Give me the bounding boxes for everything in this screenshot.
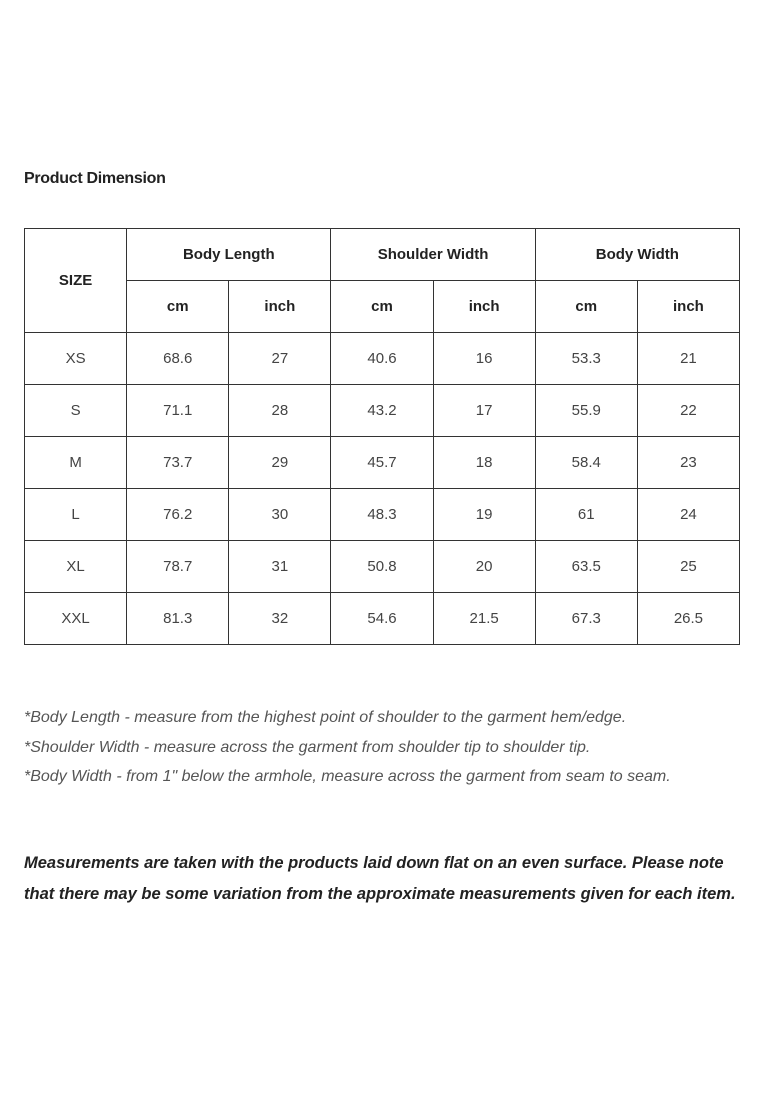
table-row: M 73.7 29 45.7 18 58.4 23 bbox=[23, 436, 741, 489]
measurement-cell: 23 bbox=[636, 436, 741, 489]
measurement-cell: 78.7 bbox=[126, 540, 230, 593]
measurement-cell: 48.3 bbox=[330, 488, 434, 541]
measurement-cell: 19 bbox=[432, 488, 536, 541]
measurement-cell: 24 bbox=[636, 488, 741, 541]
size-cell: XS bbox=[23, 332, 128, 385]
size-cell: XXL bbox=[23, 592, 128, 645]
table-header-row: SIZE Body Length Shoulder Width Body Wid… bbox=[23, 228, 741, 333]
measurement-cell: 61 bbox=[534, 488, 638, 541]
measurement-cell: 22 bbox=[636, 384, 741, 437]
unit-header: cm bbox=[534, 280, 638, 333]
measurement-cell: 28 bbox=[228, 384, 332, 437]
table-row: XS 68.6 27 40.6 16 53.3 21 bbox=[23, 332, 741, 385]
measurement-notes: *Body Length - measure from the highest … bbox=[24, 703, 744, 792]
measurement-cell: 31 bbox=[228, 540, 332, 593]
measurement-cell: 25 bbox=[636, 540, 741, 593]
note-body-length: *Body Length - measure from the highest … bbox=[24, 709, 627, 726]
measurement-cell: 67.3 bbox=[534, 592, 638, 645]
measurement-cell: 54.6 bbox=[330, 592, 434, 645]
group-header: Body Width bbox=[534, 228, 741, 281]
table-row: S 71.1 28 43.2 17 55.9 22 bbox=[23, 384, 741, 437]
group-header: Body Length bbox=[126, 228, 332, 281]
size-header: SIZE bbox=[23, 228, 128, 333]
measurement-cell: 53.3 bbox=[534, 332, 638, 385]
unit-header: inch bbox=[228, 280, 332, 333]
measurement-cell: 71.1 bbox=[126, 384, 230, 437]
table-row: XXL 81.3 32 54.6 21.5 67.3 26.5 bbox=[23, 592, 741, 645]
table-row: XL 78.7 31 50.8 20 63.5 25 bbox=[23, 540, 741, 593]
measurement-cell: 16 bbox=[432, 332, 536, 385]
table-row: L 76.2 30 48.3 19 61 24 bbox=[23, 488, 741, 541]
measurement-cell: 30 bbox=[228, 488, 332, 541]
measurement-cell: 68.6 bbox=[126, 332, 230, 385]
unit-header: inch bbox=[432, 280, 536, 333]
unit-header: inch bbox=[636, 280, 741, 333]
size-cell: M bbox=[23, 436, 128, 489]
unit-header-row: cm inch cm inch cm inch bbox=[25, 280, 741, 333]
unit-header: cm bbox=[126, 280, 230, 333]
measurement-cell: 40.6 bbox=[330, 332, 434, 385]
measurement-cell: 21 bbox=[636, 332, 741, 385]
unit-header: cm bbox=[330, 280, 434, 333]
measurement-cell: 18 bbox=[432, 436, 536, 489]
measurement-cell: 50.8 bbox=[330, 540, 434, 593]
measurement-cell: 17 bbox=[432, 384, 536, 437]
group-header: Shoulder Width bbox=[330, 228, 536, 281]
note-body-width: *Body Width - from 1" below the armhole,… bbox=[24, 768, 671, 785]
size-cell: XL bbox=[23, 540, 128, 593]
size-cell: S bbox=[23, 384, 128, 437]
measurement-cell: 20 bbox=[432, 540, 536, 593]
size-cell: L bbox=[23, 488, 128, 541]
measurement-disclaimer: Measurements are taken with the products… bbox=[24, 854, 736, 903]
measurement-cell: 45.7 bbox=[330, 436, 434, 489]
size-chart-table: SIZE Body Length Shoulder Width Body Wid… bbox=[23, 228, 741, 645]
measurement-cell: 32 bbox=[228, 592, 332, 645]
measurement-cell: 58.4 bbox=[534, 436, 638, 489]
measurement-cell: 21.5 bbox=[432, 592, 536, 645]
note-shoulder-width: *Shoulder Width - measure across the gar… bbox=[24, 738, 591, 756]
measurement-cell: 63.5 bbox=[534, 540, 638, 593]
measurement-cell: 73.7 bbox=[126, 436, 230, 489]
measurement-cell: 76.2 bbox=[126, 488, 230, 541]
measurement-cell: 26.5 bbox=[636, 592, 741, 645]
measurement-cell: 55.9 bbox=[534, 384, 638, 437]
measurement-cell: 27 bbox=[228, 332, 332, 385]
measurement-cell: 29 bbox=[228, 436, 332, 489]
measurement-cell: 43.2 bbox=[330, 384, 434, 437]
measurement-cell: 81.3 bbox=[126, 592, 230, 645]
page-title: Product Dimension bbox=[24, 170, 166, 187]
